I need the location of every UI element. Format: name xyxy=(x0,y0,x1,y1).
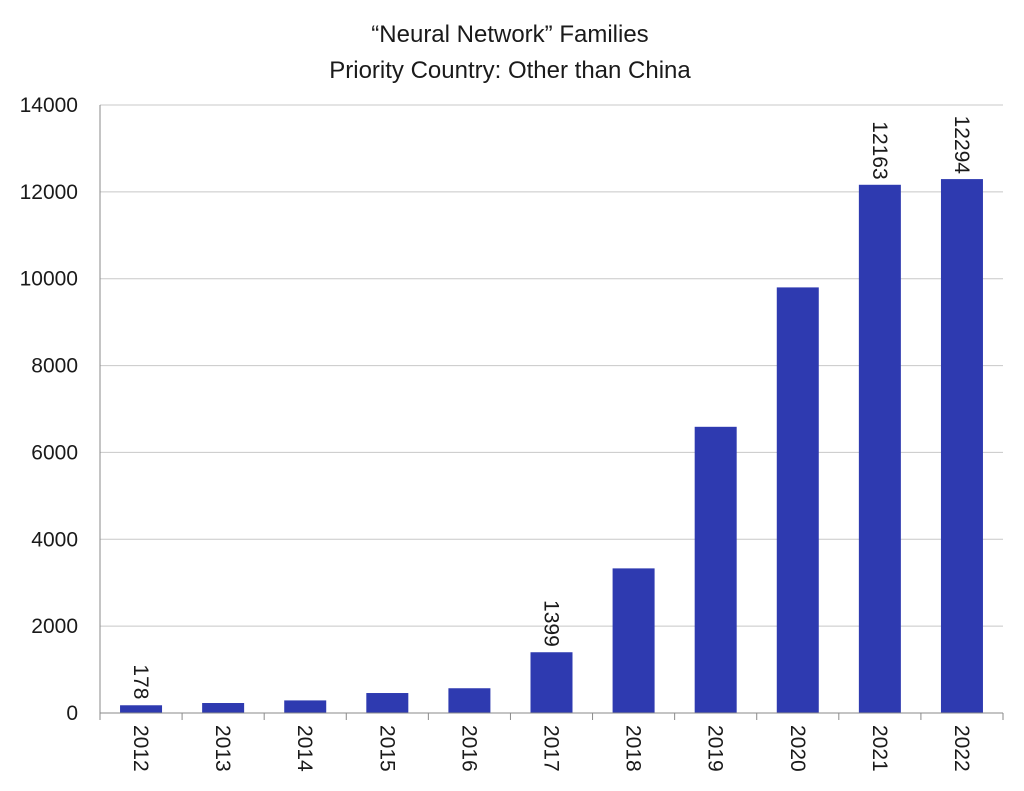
data-labels: 178 1399 12163 12294 xyxy=(129,116,973,700)
bar-2022 xyxy=(940,179,983,714)
data-label: 1399 xyxy=(540,600,563,647)
bar-2012 xyxy=(120,705,163,713)
bar-2016 xyxy=(448,688,491,713)
bar-2013 xyxy=(202,703,245,713)
x-tick-label: 2021 xyxy=(868,725,891,772)
gridlines xyxy=(100,104,1003,714)
x-tick-label: 2016 xyxy=(457,725,480,772)
data-label: 12294 xyxy=(950,116,973,175)
y-tick-label: 6000 xyxy=(31,441,78,464)
data-label: 12163 xyxy=(868,121,891,179)
bar-2020 xyxy=(776,287,819,713)
x-tick-label: 2014 xyxy=(293,725,316,772)
x-tick-label: 2020 xyxy=(786,725,809,772)
y-tick-label: 8000 xyxy=(31,355,78,378)
x-tick-label: 2015 xyxy=(375,725,398,772)
y-tick-label: 10000 xyxy=(20,268,78,291)
axes xyxy=(99,105,1004,720)
bar-2021 xyxy=(858,184,901,713)
x-axis-ticks: 2012 2013 2014 2015 2016 2017 2018 2019 2020 2021… xyxy=(129,725,973,772)
x-tick-label: 2017 xyxy=(540,725,563,772)
y-tick-label: 2000 xyxy=(31,615,78,638)
x-tick-label: 2018 xyxy=(622,725,645,772)
x-tick-label: 2019 xyxy=(704,725,727,772)
chart-title: “Neural Network” Families xyxy=(371,21,648,48)
y-tick-label: 0 xyxy=(66,702,78,725)
x-tick-label: 2013 xyxy=(211,725,234,772)
y-axis-ticks: 0 2000 4000 6000 8000 10000 12000 14000 xyxy=(20,94,78,725)
bar-2019 xyxy=(694,426,737,713)
y-tick-label: 12000 xyxy=(20,181,78,204)
y-tick-label: 14000 xyxy=(20,94,78,117)
bar-2015 xyxy=(366,693,409,713)
bar-2018 xyxy=(612,568,655,713)
bars xyxy=(120,179,983,714)
data-label: 178 xyxy=(129,664,152,699)
x-tick-label: 2022 xyxy=(950,725,973,772)
bar-2014 xyxy=(284,700,327,713)
x-tick-label: 2012 xyxy=(129,725,152,772)
bar-2017 xyxy=(530,652,573,713)
y-tick-label: 4000 xyxy=(31,528,78,551)
chart-subtitle: Priority Country: Other than China xyxy=(329,57,691,84)
